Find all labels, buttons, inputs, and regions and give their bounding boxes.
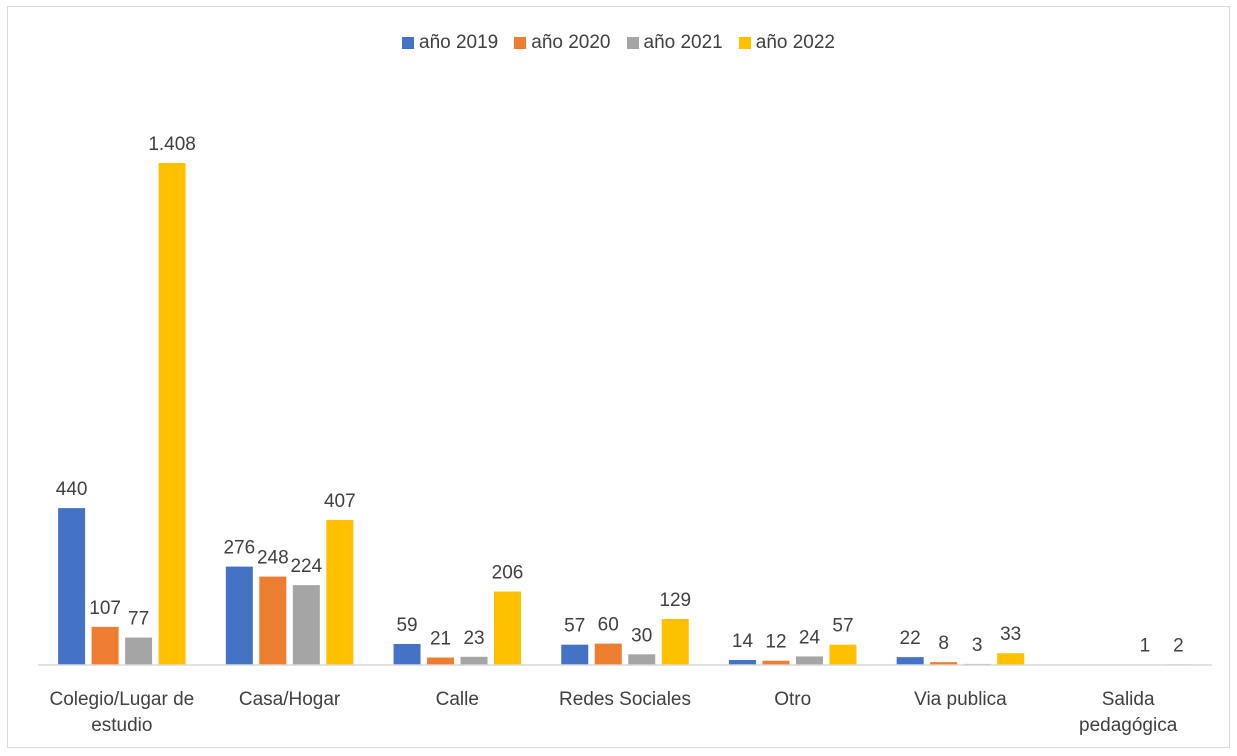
data-label: 59 <box>396 615 417 636</box>
data-label: 24 <box>799 627 821 648</box>
data-label: 57 <box>832 616 853 637</box>
data-label: 12 <box>765 632 786 653</box>
category-label: Via publica <box>914 689 1007 710</box>
bar-año-2020-4 <box>762 660 790 665</box>
legend-item-2021: año 2021 <box>626 32 723 54</box>
legend-item-2020: año 2020 <box>514 32 611 54</box>
data-label: 23 <box>463 628 484 649</box>
data-label: 276 <box>223 538 255 559</box>
data-label: 107 <box>89 598 121 619</box>
legend-swatch-2021 <box>626 37 639 49</box>
legend-label-2021: año 2021 <box>643 32 723 53</box>
bar-año-2022-2 <box>494 591 522 665</box>
data-label: 21 <box>430 629 451 650</box>
bar-año-2022-4 <box>829 644 857 665</box>
data-label: 14 <box>732 631 754 652</box>
legend-label-2019: año 2019 <box>419 32 499 53</box>
bar-año-2021-3 <box>628 654 656 665</box>
legend-swatch-2022 <box>738 37 751 49</box>
bar-año-2019-3 <box>561 644 589 665</box>
data-label: 30 <box>631 625 652 646</box>
category-label: Redes Sociales <box>559 689 691 710</box>
category-label: Colegio/Lugar de <box>49 689 194 710</box>
data-label: 206 <box>492 563 524 584</box>
data-label: 129 <box>659 590 691 611</box>
data-label: 60 <box>598 615 619 636</box>
bar-año-2020-3 <box>594 643 622 665</box>
data-label: 407 <box>324 491 356 512</box>
category-label: pedagógica <box>1079 715 1178 736</box>
chart-legend: año 2019 año 2020 año 2021 año 2022 <box>0 32 1237 54</box>
data-label: 1 <box>1140 636 1151 657</box>
category-label: Casa/Hogar <box>239 689 341 710</box>
data-label: 224 <box>290 556 322 577</box>
data-label: 440 <box>56 479 88 500</box>
data-label: 248 <box>257 548 289 569</box>
legend-swatch-2019 <box>402 37 414 49</box>
legend-swatch-2020 <box>514 37 527 49</box>
bar-año-2019-4 <box>728 660 756 665</box>
bar-año-2020-5 <box>930 662 958 665</box>
bar-año-2020-2 <box>427 657 455 665</box>
bar-año-2022-3 <box>661 619 689 665</box>
legend-label-2020: año 2020 <box>531 32 611 53</box>
bar-año-2019-0 <box>58 508 86 665</box>
category-label: estudio <box>91 715 152 736</box>
chart-frame <box>7 6 1230 748</box>
category-label: Calle <box>436 689 479 710</box>
data-label: 8 <box>938 633 949 654</box>
bar-año-2019-5 <box>896 657 924 665</box>
bar-año-2020-1 <box>259 576 287 665</box>
bar-año-2020-0 <box>91 626 119 665</box>
bar-año-2019-1 <box>225 566 253 665</box>
data-label: 77 <box>128 609 149 630</box>
legend-label-2022: año 2022 <box>755 32 835 53</box>
bar-año-2019-2 <box>393 643 421 665</box>
legend-item-2022: año 2022 <box>738 32 835 54</box>
category-label: Salida <box>1102 689 1155 710</box>
data-label: 57 <box>564 616 585 637</box>
legend-item-2019: año 2019 <box>402 32 498 54</box>
bar-año-2021-0 <box>125 637 153 665</box>
data-label: 2 <box>1173 635 1184 656</box>
category-label: Otro <box>774 689 811 710</box>
bar-año-2021-4 <box>795 656 823 665</box>
data-label: 22 <box>900 628 921 649</box>
bar-año-2022-0 <box>158 163 186 665</box>
bar-año-2021-1 <box>292 585 320 665</box>
data-label: 33 <box>1000 624 1021 645</box>
data-label: 1.408 <box>148 134 196 155</box>
bar-año-2021-2 <box>460 656 488 665</box>
data-label: 3 <box>972 635 983 656</box>
bar-año-2022-5 <box>997 653 1025 665</box>
bar-año-2022-1 <box>326 519 354 665</box>
